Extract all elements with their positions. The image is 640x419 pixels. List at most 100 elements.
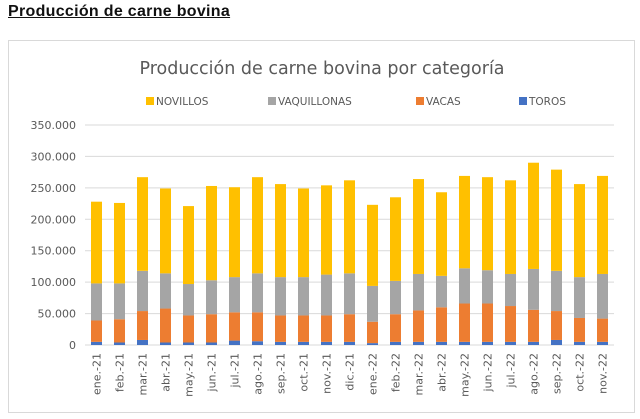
bar-stack-feb.-21	[114, 202, 125, 345]
bar-novillos	[459, 175, 470, 269]
bar-toros	[321, 341, 332, 345]
legend: NOVILLOS VAQUILLONAS VACAS TOROS	[146, 96, 566, 108]
legend-item-toros: TOROS	[519, 96, 566, 108]
bar-novillos	[367, 204, 378, 286]
bar-stack-jun.-22	[482, 177, 493, 345]
x-tick-label: nov.-22	[597, 353, 610, 394]
x-tick-label: may.-22	[459, 353, 472, 397]
bar-toros	[183, 342, 194, 345]
bar-novillos	[206, 185, 217, 281]
bar-vaquillonas	[183, 284, 194, 316]
bar-stack-abr.-22	[436, 192, 447, 345]
x-tick-label: may.-21	[183, 353, 196, 397]
x-tick-label: ago.-22	[528, 353, 541, 395]
bar-toros	[459, 341, 470, 345]
bar-novillos	[321, 185, 332, 275]
bar-stack-oct.-22	[574, 184, 585, 345]
bar-toros	[597, 341, 608, 345]
legend-swatch	[519, 97, 527, 105]
bar-vacas	[91, 320, 102, 342]
bar-vacas	[505, 306, 516, 342]
bar-stack-jun.-21	[206, 185, 217, 345]
bar-vaquillonas	[528, 268, 539, 310]
bar-vacas	[275, 315, 286, 342]
bar-toros	[252, 341, 263, 345]
bar-vaquillonas	[160, 273, 171, 309]
bar-stack-ago.-22	[528, 162, 539, 345]
y-tick-label: 100.000	[31, 276, 77, 289]
bar-toros	[390, 341, 401, 345]
x-tick-label: mar.-21	[137, 353, 150, 395]
bar-stack-ene.-22	[367, 204, 378, 345]
bar-stack-oct.-21	[298, 188, 309, 345]
x-tick-label: mar.-22	[413, 353, 426, 395]
x-tick-label: jul.-22	[505, 353, 518, 389]
bar-vacas	[114, 319, 125, 343]
bar-toros	[344, 341, 355, 345]
bar-stack-jul.-21	[229, 187, 240, 345]
bar-novillos	[160, 188, 171, 274]
bar-vacas	[137, 311, 148, 340]
bar-vacas	[298, 315, 309, 342]
bar-vacas	[183, 315, 194, 343]
bar-vaquillonas	[482, 270, 493, 304]
bar-novillos	[574, 184, 585, 278]
bar-vaquillonas	[367, 285, 378, 322]
bar-vacas	[597, 318, 608, 342]
y-axis-ticks: 0 50.000 100.000 150.000 200.000 250.000 300.0…	[31, 119, 77, 352]
bar-toros	[367, 343, 378, 345]
x-tick-label: abr.-21	[160, 353, 173, 392]
bar-stack-feb.-22	[390, 197, 401, 345]
legend-label: VAQUILLONAS	[278, 96, 352, 108]
bar-vacas	[459, 303, 470, 342]
bar-toros	[436, 341, 447, 345]
bar-toros	[528, 341, 539, 345]
bar-stack-jul.-22	[505, 180, 516, 345]
bar-novillos	[183, 206, 194, 285]
legend-label: VACAS	[426, 96, 461, 108]
y-tick-label: 350.000	[31, 119, 77, 132]
bar-vacas	[321, 315, 332, 342]
y-tick-label: 250.000	[31, 182, 77, 195]
bar-novillos	[505, 180, 516, 274]
bar-vacas	[344, 314, 355, 342]
legend-swatch	[268, 97, 276, 105]
x-tick-label: oct.-21	[298, 353, 311, 392]
bar-toros	[160, 342, 171, 345]
bar-stack-sep.-21	[275, 184, 286, 345]
bar-toros	[574, 341, 585, 345]
bar-stack-ene.-21	[91, 201, 102, 345]
bar-stack-sep.-22	[551, 169, 562, 345]
bar-stack-mar.-21	[137, 177, 148, 345]
bar-vaquillonas	[436, 275, 447, 308]
bar-stack-nov.-21	[321, 185, 332, 345]
bar-vaquillonas	[505, 273, 516, 307]
bar-vacas	[390, 314, 401, 342]
x-tick-label: sep.-22	[551, 353, 564, 394]
bar-vaquillonas	[206, 280, 217, 315]
bar-vacas	[482, 303, 493, 342]
bar-vacas	[528, 309, 539, 342]
bar-vacas	[252, 312, 263, 342]
bar-vacas	[206, 314, 217, 343]
x-tick-label: sep.-21	[275, 353, 288, 394]
bar-vaquillonas	[114, 283, 125, 320]
bar-novillos	[91, 201, 102, 284]
bar-vaquillonas	[574, 277, 585, 318]
bar-novillos	[390, 197, 401, 281]
x-axis-ticks: ene.-21 feb.-21 mar.-21 abr.-21 may.-21 jun.-…	[91, 353, 610, 397]
bar-stack-may.-21	[183, 206, 194, 345]
bar-vaquillonas	[275, 277, 286, 316]
x-tick-label: jul.-21	[229, 353, 242, 389]
bar-novillos	[482, 177, 493, 271]
bar-vaquillonas	[229, 277, 240, 313]
bar-toros	[505, 341, 516, 345]
bar-toros	[298, 341, 309, 345]
x-tick-label: abr.-22	[436, 353, 449, 392]
bar-vaquillonas	[597, 273, 608, 319]
bar-novillos	[551, 169, 562, 271]
bar-vaquillonas	[551, 270, 562, 312]
legend-item-novillos: NOVILLOS	[146, 96, 209, 108]
bar-toros	[275, 341, 286, 345]
bar-stack-nov.-22	[597, 175, 608, 345]
